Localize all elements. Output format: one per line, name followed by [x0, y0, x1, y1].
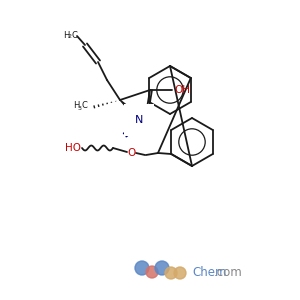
Text: O: O [128, 148, 136, 158]
Circle shape [155, 261, 169, 275]
Circle shape [135, 261, 149, 275]
Text: O: O [144, 109, 152, 119]
Text: C: C [81, 101, 87, 110]
Text: H: H [73, 101, 79, 110]
Text: 2: 2 [68, 34, 72, 40]
Text: .com: .com [214, 266, 243, 278]
Text: H: H [63, 31, 69, 40]
Circle shape [165, 267, 177, 279]
Text: HO: HO [65, 143, 81, 153]
Text: OH: OH [174, 85, 190, 95]
Circle shape [146, 266, 158, 278]
Text: 3: 3 [78, 106, 82, 110]
Polygon shape [120, 100, 140, 118]
Text: N: N [135, 115, 143, 125]
Text: Chem: Chem [192, 266, 226, 278]
Circle shape [174, 267, 186, 279]
Text: C: C [71, 31, 77, 40]
